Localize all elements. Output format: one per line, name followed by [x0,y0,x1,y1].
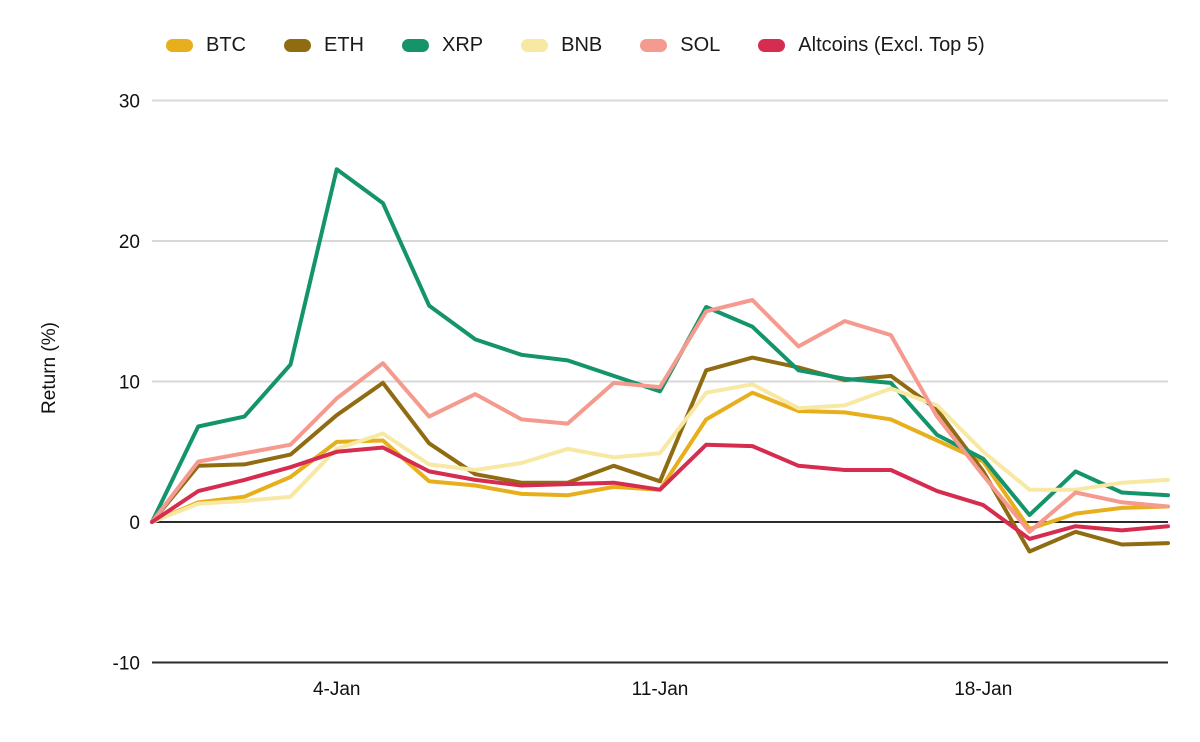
legend-label-bnb: BNB [561,34,603,56]
x-tick-label-11-jan: 11-Jan [632,679,689,700]
x-tick-label-4-jan: 4-Jan [313,679,361,700]
series-line-xrp [150,167,1170,524]
legend-swatch-altcoins-excl-top-5 [758,39,786,52]
legend-item-sol[interactable]: SOL [640,34,720,57]
series-line-eth [150,355,1170,554]
legend-swatch-btc [166,39,193,52]
legend-item-xrp[interactable]: XRP [402,34,483,57]
axis-labels: 30 20 10 0 -10 4-Jan 11-Jan 18-Jan [113,92,1013,701]
legend-label-btc: BTC [206,34,246,56]
legend-item-eth[interactable]: ETH [284,34,364,57]
legend-item-bnb[interactable]: BNB [521,34,602,57]
series-lines [150,167,1170,554]
y-tick-label--10: -10 [113,654,140,675]
y-tick-label-10: 10 [119,373,140,394]
y-axis-title: Return (%) [39,322,60,414]
legend-swatch-sol [640,39,668,52]
legend-item-altcoins-excl-top-5[interactable]: Altcoins (Excl. Top 5) [758,34,985,57]
legend-label-sol: SOL [680,34,721,56]
y-tick-label-0: 0 [129,513,140,534]
legend-label-xrp: XRP [442,34,484,56]
legend: BTC ETH XRP BNB SOL Altcoins (Excl. Top 5) [166,34,985,57]
gridlines [152,99,1168,664]
y-tick-label-20: 20 [119,232,140,253]
legend-swatch-bnb [521,39,549,52]
legend-swatch-xrp [402,39,429,52]
series-line-altcoins-excl-top-5 [150,442,1170,541]
y-tick-label-30: 30 [119,92,140,113]
legend-item-btc[interactable]: BTC [166,34,246,57]
series-line-bnb [150,382,1170,524]
x-tick-label-18-jan: 18-Jan [954,679,1012,700]
legend-label-altcoins-excl-top-5: Altcoins (Excl. Top 5) [798,34,985,56]
legend-label-eth: ETH [324,34,364,56]
legend-swatch-eth [284,39,311,52]
series-line-sol [150,298,1170,534]
